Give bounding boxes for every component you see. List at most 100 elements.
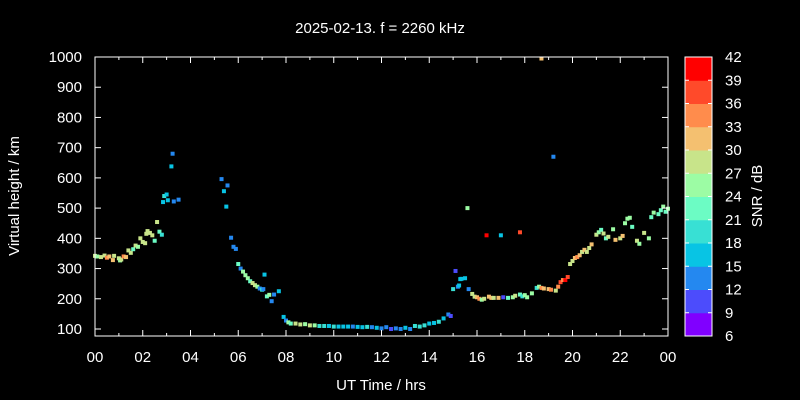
data-point [140,239,145,244]
data-point [627,215,632,220]
data-point [346,324,351,329]
data-point [147,230,152,235]
data-point [408,327,413,331]
data-point [126,248,131,253]
data-point [322,323,327,328]
y-tick-label: 400 [57,230,82,247]
x-axis: 00 02 04 06 08 10 12 14 16 18 20 22 00 [87,57,676,366]
data-point [603,236,608,241]
colorbar-band [685,103,712,128]
x-tick-label: 08 [278,349,295,366]
data-point [159,232,164,237]
chart-title: 2025-02-13. f = 2260 kHz [295,20,465,37]
data-point [165,198,170,203]
data-point [565,275,570,280]
data-point [436,319,441,324]
colorbar-band [685,266,712,290]
data-point [250,281,255,286]
colorbar-band [685,57,712,81]
data-point [161,200,166,205]
colorbar-tick-label: 24 [725,189,742,206]
data-point [580,249,585,254]
data-point [307,323,312,328]
data-point [510,295,515,300]
data-point [646,236,651,241]
data-point [365,324,370,329]
y-axis: 100 200 300 400 500 600 700 800 900 1000 [49,49,668,338]
data-point [451,287,456,292]
x-tick-label: 04 [182,349,199,366]
data-point [145,229,150,234]
colorbar-band [685,196,712,221]
data-point [102,253,107,258]
data-point [403,325,408,330]
data-point [496,295,501,300]
plot-area [93,56,670,331]
colorbar-band [685,150,712,174]
colorbar-tick-label: 9 [725,305,733,322]
colorbar-tick-label: 39 [725,72,742,89]
data-point [570,259,575,263]
x-tick-label: 02 [134,349,151,366]
x-tick-label: 22 [612,349,629,366]
data-point [143,241,148,246]
colorbar: 6 9 12 15 18 21 24 27 30 33 36 39 42 [684,49,742,345]
data-point [661,204,666,209]
data-point [155,220,160,225]
data-point [298,322,303,327]
data-point [432,320,437,325]
data-point [152,238,157,243]
colorbar-tick-label: 21 [725,212,742,229]
data-point [303,322,308,327]
data-point [169,164,174,169]
colorbar-label: SNR / dB [749,165,766,228]
data-point [116,256,121,261]
y-tick-label: 100 [57,321,82,338]
data-point [541,286,546,291]
data-point [649,215,654,220]
data-point [596,230,601,235]
data-point [379,326,384,331]
colorbar-band [685,289,712,314]
data-point [98,255,103,260]
data-point [317,323,322,328]
data-point [427,321,432,326]
data-point [606,234,611,239]
data-point [312,323,317,328]
y-tick-label: 800 [57,109,82,126]
colorbar-tick-label: 36 [725,96,742,113]
data-point [465,206,470,211]
data-point [482,296,487,301]
colorbar-tick-label: 6 [725,328,733,345]
data-point [582,247,587,252]
data-point [472,294,477,299]
data-point [288,321,293,326]
data-point [553,288,558,293]
data-point [594,232,599,237]
data-point [171,199,176,204]
data-point [475,295,479,300]
data-point [257,286,262,291]
data-point [219,177,224,182]
data-point [446,312,451,317]
data-point [575,255,580,260]
colorbar-tick-label: 27 [725,165,742,182]
data-point [459,276,464,281]
data-point [398,327,403,331]
data-point [252,283,257,288]
data-point [560,278,565,283]
data-point [642,230,647,235]
data-point [157,229,162,234]
data-point [176,197,181,202]
data-point [520,294,525,299]
data-point [121,254,126,259]
data-point [651,210,656,215]
data-point [656,212,661,217]
data-point [221,189,226,194]
data-point [267,292,272,297]
data-point [491,295,496,300]
data-point [95,254,100,259]
data-point [457,283,462,288]
data-point [618,236,623,241]
data-point [360,325,365,330]
